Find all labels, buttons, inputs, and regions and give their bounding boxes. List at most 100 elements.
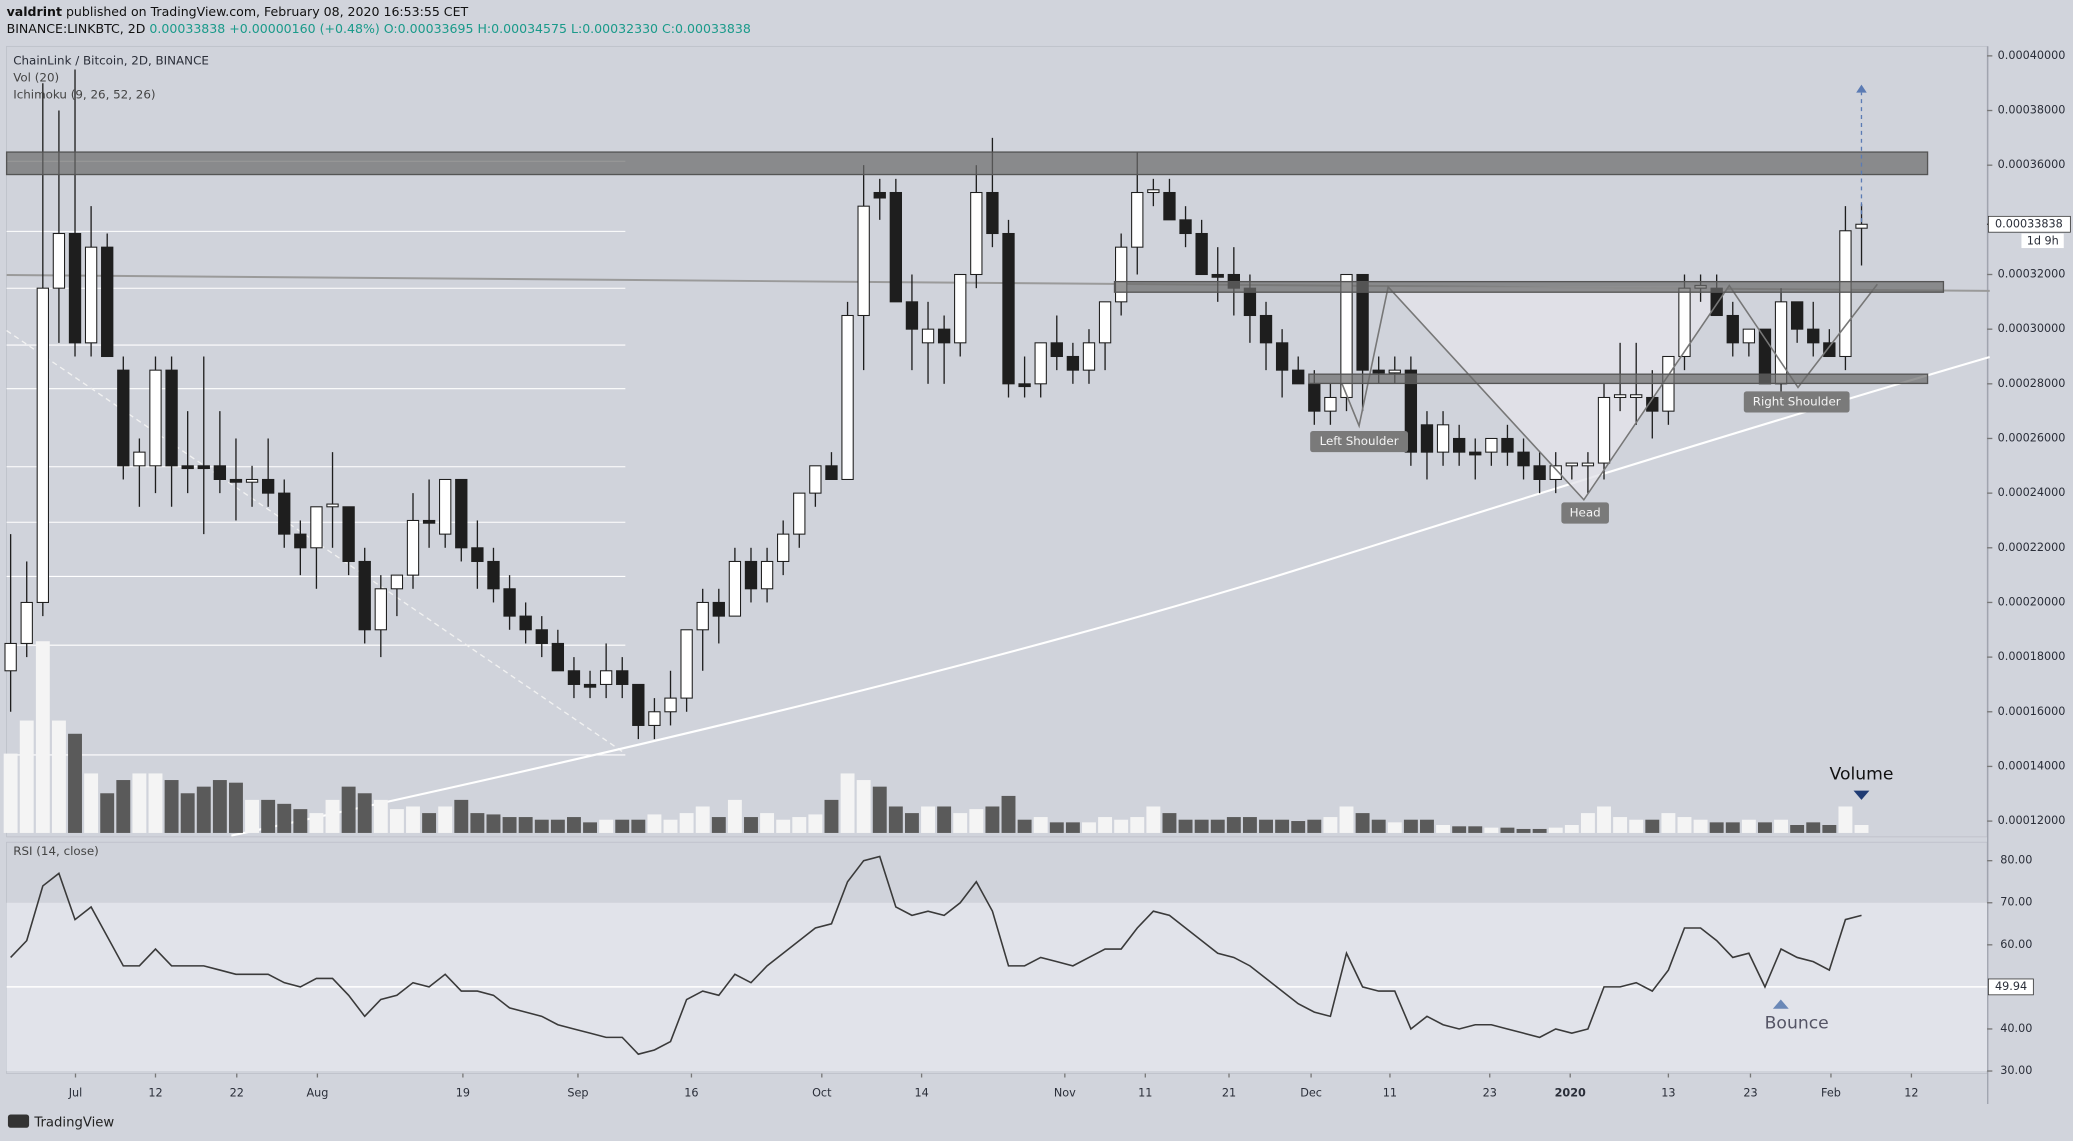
candle-body — [390, 574, 404, 590]
candle-body — [551, 642, 565, 672]
candle-body — [1597, 396, 1611, 464]
volume-bar — [760, 813, 775, 833]
candle-body — [1404, 369, 1418, 453]
volume-bar — [727, 799, 742, 833]
x-tick-label: 12 — [1904, 1086, 1918, 1099]
volume-bar — [196, 786, 211, 833]
candle-body — [1388, 369, 1401, 374]
candle-body — [1839, 230, 1852, 358]
x-tick-label: Feb — [1821, 1086, 1841, 1099]
x-tick-label: Aug — [306, 1086, 328, 1099]
candle-body — [1452, 437, 1466, 453]
candle-body — [406, 519, 420, 576]
candle-body — [1823, 342, 1836, 358]
rsi-tick-label: 40.00 — [2000, 1022, 2032, 1035]
volume-bar — [1597, 806, 1611, 833]
volume-bar — [1226, 817, 1241, 833]
candle-body — [358, 560, 371, 631]
volume-marker — [1853, 790, 1870, 800]
volume-bar — [1033, 817, 1048, 833]
candles — [3, 69, 1869, 833]
volume-bar — [1822, 824, 1837, 833]
chart-title: ChainLink / Bitcoin, 2D, BINANCE — [13, 53, 209, 67]
candle-body — [1549, 465, 1562, 481]
volume-bar — [84, 773, 99, 833]
volume-bar — [438, 806, 453, 833]
volume-bar — [229, 782, 243, 833]
candle-body — [1420, 424, 1434, 453]
y-tick-label: 0.00014000 — [1998, 759, 2066, 772]
volume-bar — [583, 822, 597, 833]
x-tick-label: 16 — [684, 1086, 698, 1099]
candle-body — [1613, 394, 1627, 399]
candle-body — [1807, 328, 1820, 344]
volume-bar — [1838, 806, 1853, 833]
countdown-box — [2021, 233, 2064, 249]
author: valdrint — [7, 3, 62, 18]
candle-body — [857, 205, 870, 317]
candle-body — [261, 478, 275, 494]
candle-body — [616, 670, 629, 685]
support-zone — [1308, 373, 1929, 385]
candle-body — [567, 670, 581, 685]
candle-body — [503, 588, 516, 617]
countdown: 1d 9h — [2027, 234, 2059, 247]
candle-body — [342, 506, 355, 562]
head-shoulders — [1341, 283, 1878, 502]
volume-bar — [116, 780, 131, 833]
volume-bar — [1758, 822, 1772, 833]
x-tick-label: 11 — [1138, 1086, 1152, 1099]
volume-bar — [19, 720, 34, 833]
candle-body — [133, 451, 146, 467]
candle-body — [583, 683, 597, 688]
candle-body — [599, 670, 613, 685]
candle-body — [1742, 328, 1756, 344]
annotation: Left Shoulder — [1320, 434, 1399, 448]
y-tick-label: 0.00028000 — [1998, 377, 2066, 390]
volume-bar — [422, 813, 437, 833]
x-tick-label: Sep — [567, 1086, 588, 1099]
candle-body — [487, 560, 500, 590]
symbol: BINANCE:LINKBTC, 2D — [7, 21, 146, 36]
volume-bar — [840, 773, 855, 833]
candle-body — [229, 478, 243, 483]
y-tick-label: 0.00032000 — [1998, 268, 2066, 281]
close: C:0.00033838 — [662, 21, 751, 36]
candle-body — [1324, 396, 1337, 412]
candle-body — [1533, 465, 1546, 481]
volume-bar — [164, 780, 179, 833]
volume-bar — [1725, 822, 1740, 833]
volume-bar — [969, 809, 984, 833]
volume-bar — [921, 806, 935, 833]
rsi-tick-label: 30.00 — [2000, 1064, 2032, 1077]
volume-bar — [35, 641, 50, 833]
volume-bar — [277, 803, 292, 833]
volume-bar — [1629, 819, 1644, 833]
volume-bar — [212, 780, 227, 833]
y-tick-label: 0.00040000 — [1998, 49, 2066, 62]
volume-bar — [808, 814, 823, 833]
x-tick-label: Oct — [812, 1086, 832, 1099]
candle-body — [455, 478, 468, 549]
x-tick-label: Jul — [68, 1086, 83, 1099]
volume-bar — [1613, 817, 1628, 833]
volume-bar — [856, 780, 871, 833]
candle-body — [1630, 394, 1643, 399]
candle-body — [149, 369, 162, 467]
candle-body — [1275, 342, 1289, 371]
candle-body — [278, 492, 291, 535]
candle-body — [245, 478, 259, 483]
volume-bar — [3, 753, 18, 833]
candle-body — [648, 711, 661, 726]
x-tick-label: 13 — [1661, 1086, 1675, 1099]
neckline-zone — [1113, 280, 1945, 293]
x-tick-label: 23 — [1743, 1086, 1757, 1099]
volume-bar — [711, 817, 726, 833]
x-tick-label: Dec — [1300, 1086, 1322, 1099]
candle-body — [696, 601, 709, 631]
candle-body — [4, 642, 17, 672]
candle-body — [1066, 355, 1080, 371]
change: +0.00000160 (+0.48%) — [229, 21, 380, 36]
price-label-box — [1987, 215, 2071, 233]
volume-bar — [1548, 827, 1563, 833]
